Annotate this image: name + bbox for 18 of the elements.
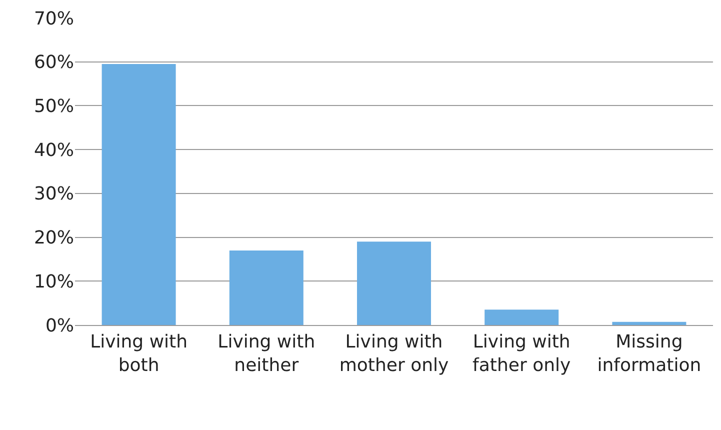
x-tick-label: Living with mother only <box>339 332 449 376</box>
y-tick-label: 20% <box>34 228 74 249</box>
x-tick-label: Living with both <box>90 332 188 376</box>
y-tick-label: 10% <box>34 271 74 292</box>
bar <box>357 242 431 325</box>
y-tick-label: 70% <box>34 8 74 30</box>
y-tick-label: 40% <box>34 140 74 161</box>
bar <box>484 310 559 325</box>
bar <box>102 64 176 325</box>
y-tick-label: 30% <box>34 184 74 205</box>
x-tick-label: Missing information <box>597 332 702 376</box>
y-tick-label: 0% <box>45 315 74 336</box>
bar <box>612 322 686 325</box>
y-tick-label: 50% <box>34 96 74 118</box>
y-tick-label: 60% <box>34 52 74 74</box>
x-tick-label: Living with neither <box>218 332 316 376</box>
x-tick-label: Living with father only <box>472 332 571 376</box>
bar <box>229 250 304 325</box>
